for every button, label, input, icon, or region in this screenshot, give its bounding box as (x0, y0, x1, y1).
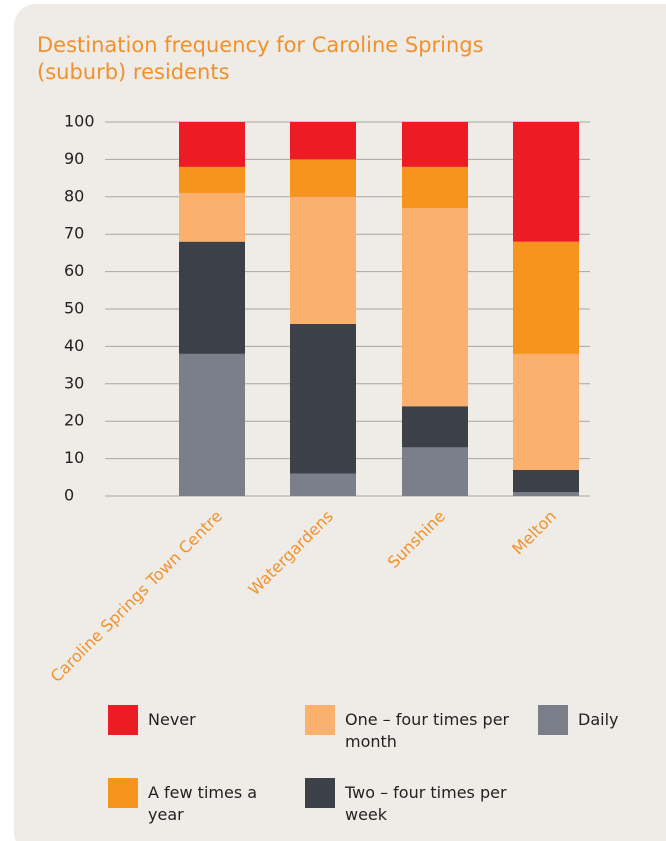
bar-segment (179, 193, 245, 242)
legend-swatch (108, 705, 138, 735)
y-tick-label: 50 (64, 299, 84, 318)
bar-segment (290, 196, 356, 324)
bar-segment (513, 122, 579, 242)
bar-segment (402, 208, 468, 407)
y-tick-label: 100 (64, 112, 95, 131)
bar-segment (513, 241, 579, 354)
legend-swatch (538, 705, 568, 735)
y-tick-label: 90 (64, 149, 84, 168)
bar-segment (179, 353, 245, 496)
x-tick-label: Caroline Springs Town Centre (47, 507, 226, 686)
bar-segment (290, 159, 356, 197)
bar-segment (290, 122, 356, 160)
legend-swatch (108, 778, 138, 808)
y-tick-label: 10 (64, 448, 84, 467)
bar-segment (179, 166, 245, 194)
bar-segment (402, 122, 468, 167)
y-tick-label: 80 (64, 186, 84, 205)
bar-segment (402, 406, 468, 448)
chart-title: Destination frequency for Caroline Sprin… (37, 33, 484, 84)
x-tick-label: Watergardens (245, 507, 337, 599)
y-tick-label: 0 (64, 486, 74, 505)
y-tick-label: 70 (64, 224, 84, 243)
bar-segment (179, 122, 245, 167)
bar-segment (402, 447, 468, 496)
legend-label: A few times a year (148, 783, 258, 824)
legend-label: One – four times per month (345, 710, 510, 751)
bar-segment (290, 473, 356, 496)
bar-segment (179, 241, 245, 354)
x-tick-label: Melton (508, 507, 560, 559)
legend-label: Two – four times per week (345, 783, 507, 824)
bar-segment (402, 166, 468, 209)
y-tick-label: 30 (64, 373, 84, 392)
bar-segment (513, 469, 579, 493)
legend-label: Daily (578, 710, 619, 729)
legend-swatch (305, 778, 335, 808)
legend-swatch (305, 705, 335, 735)
y-tick-label: 20 (64, 411, 84, 430)
bar-segment (290, 323, 356, 474)
y-tick-label: 60 (64, 261, 84, 280)
legend-label: Never (148, 710, 196, 729)
x-tick-label: Sunshine (384, 507, 449, 572)
y-tick-label: 40 (64, 336, 84, 355)
bar-segment (513, 353, 579, 470)
bar-segment (513, 492, 579, 496)
